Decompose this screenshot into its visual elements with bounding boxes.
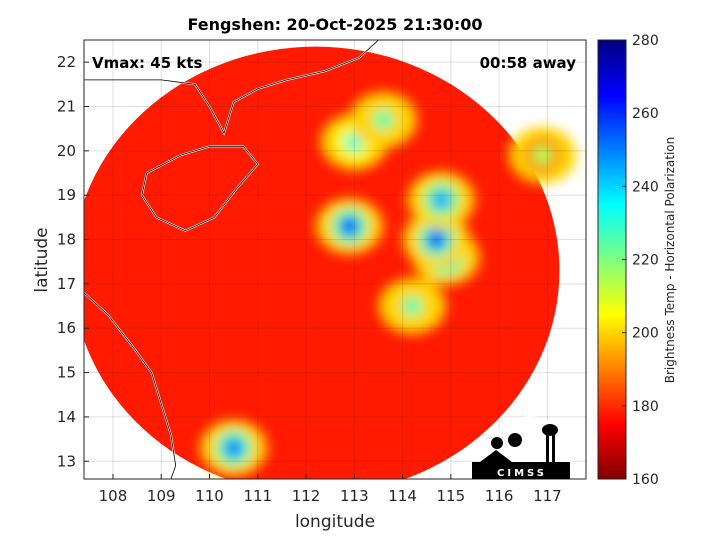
cbtick-label-240: 240 xyxy=(632,179,659,195)
mainland-coastline-outline xyxy=(84,40,380,135)
xtick-label-117: 117 xyxy=(533,487,562,505)
xtick-label-114: 114 xyxy=(388,487,417,505)
time-away-annotation: 00:58 away xyxy=(480,54,577,72)
cbtick-label-260: 260 xyxy=(632,106,659,122)
cold-feature-2-layer-2 xyxy=(431,189,452,210)
x-axis-label: longitude xyxy=(295,512,375,532)
xtick-label-108: 108 xyxy=(99,487,128,505)
chart-title: Fengshen: 20-Oct-2025 21:30:00 xyxy=(187,15,482,34)
ytick-label-18: 18 xyxy=(57,231,76,249)
vietnam-coastline-outline xyxy=(84,292,177,479)
ytick-label-21: 21 xyxy=(57,98,76,116)
cimss-logo: CIMSS xyxy=(472,416,572,479)
cold-feature-8-layer-2 xyxy=(532,145,553,166)
xtick-label-112: 112 xyxy=(292,487,321,505)
xtick-label-115: 115 xyxy=(437,487,466,505)
cold-feature-1-layer-2 xyxy=(426,229,447,250)
cold-feature-6-layer-2 xyxy=(402,296,423,317)
cbtick-label-180: 180 xyxy=(632,399,659,415)
y-axis-label: latitude xyxy=(32,227,52,292)
ytick-label-17: 17 xyxy=(57,275,76,293)
ytick-label-20: 20 xyxy=(57,142,76,160)
cbtick-label-220: 220 xyxy=(632,253,659,269)
brightness-temperature-swath xyxy=(84,46,577,479)
ytick-label-13: 13 xyxy=(57,452,76,470)
grid-lines xyxy=(84,40,586,479)
cbtick-label-160: 160 xyxy=(632,472,659,488)
xtick-label-111: 111 xyxy=(243,487,272,505)
cold-feature-3-layer-2 xyxy=(339,216,360,237)
logo-text: CIMSS xyxy=(497,468,547,479)
ytick-label-22: 22 xyxy=(57,53,76,71)
cbtick-label-200: 200 xyxy=(632,326,659,342)
xtick-label-109: 109 xyxy=(147,487,176,505)
xtick-label-113: 113 xyxy=(340,487,369,505)
hainan-coastline-outline xyxy=(141,146,259,232)
axes-frame xyxy=(83,39,587,480)
colorbar-ticks: 160 180 200 220 240 260 280 xyxy=(622,33,659,488)
ytick-label-14: 14 xyxy=(57,408,76,426)
vmax-annotation: Vmax: 45 kts xyxy=(92,54,202,72)
x-ticks: 108 109 110 111 112 113 114 115 116 117 xyxy=(99,474,562,505)
colorbar-label: Brightness Temp - Horizontal Polarizatio… xyxy=(663,137,677,384)
cold-feature-7-layer-2 xyxy=(223,437,244,458)
swath-disc xyxy=(84,46,560,479)
ytick-label-15: 15 xyxy=(57,364,76,382)
cold-feature-5-layer-2 xyxy=(373,109,394,130)
colorbar xyxy=(597,39,627,480)
y-ticks: 13 14 15 16 17 18 19 20 21 22 xyxy=(57,53,89,470)
xtick-label-110: 110 xyxy=(195,487,224,505)
xtick-label-116: 116 xyxy=(485,487,514,505)
ytick-label-16: 16 xyxy=(57,319,76,337)
coastline xyxy=(84,40,380,479)
ytick-label-19: 19 xyxy=(57,186,76,204)
cbtick-label-280: 280 xyxy=(632,33,659,49)
